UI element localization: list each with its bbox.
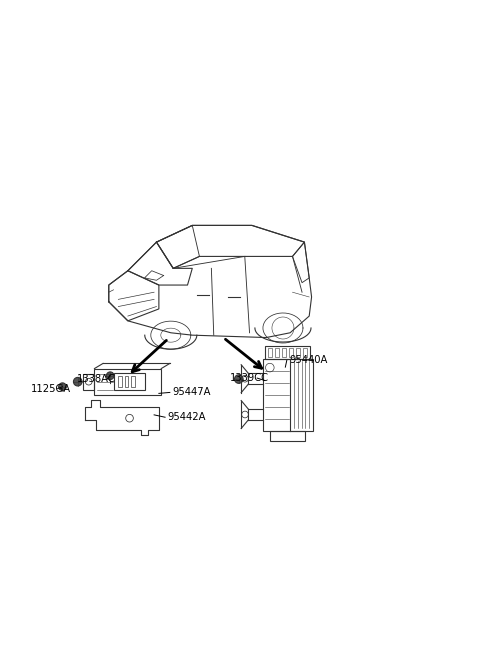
Bar [131, 376, 134, 387]
Bar [118, 376, 122, 387]
Bar [303, 348, 307, 357]
Bar [115, 373, 144, 390]
Bar [268, 348, 272, 357]
Bar [265, 346, 310, 359]
Text: 1339CC: 1339CC [229, 373, 268, 383]
Circle shape [59, 383, 66, 390]
Circle shape [235, 375, 243, 383]
Bar [282, 348, 286, 357]
Bar [289, 348, 293, 357]
Bar [83, 374, 95, 390]
Text: 1338AC: 1338AC [77, 374, 116, 384]
Bar [124, 376, 128, 387]
Bar [275, 348, 279, 357]
Text: 95440A: 95440A [289, 356, 327, 365]
Circle shape [107, 372, 114, 380]
Text: 95447A: 95447A [172, 388, 211, 398]
Text: 1125GA: 1125GA [31, 384, 71, 394]
Bar [270, 430, 305, 441]
Bar [296, 348, 300, 357]
Circle shape [73, 377, 82, 386]
Bar [263, 359, 313, 430]
Text: 95442A: 95442A [168, 412, 206, 422]
